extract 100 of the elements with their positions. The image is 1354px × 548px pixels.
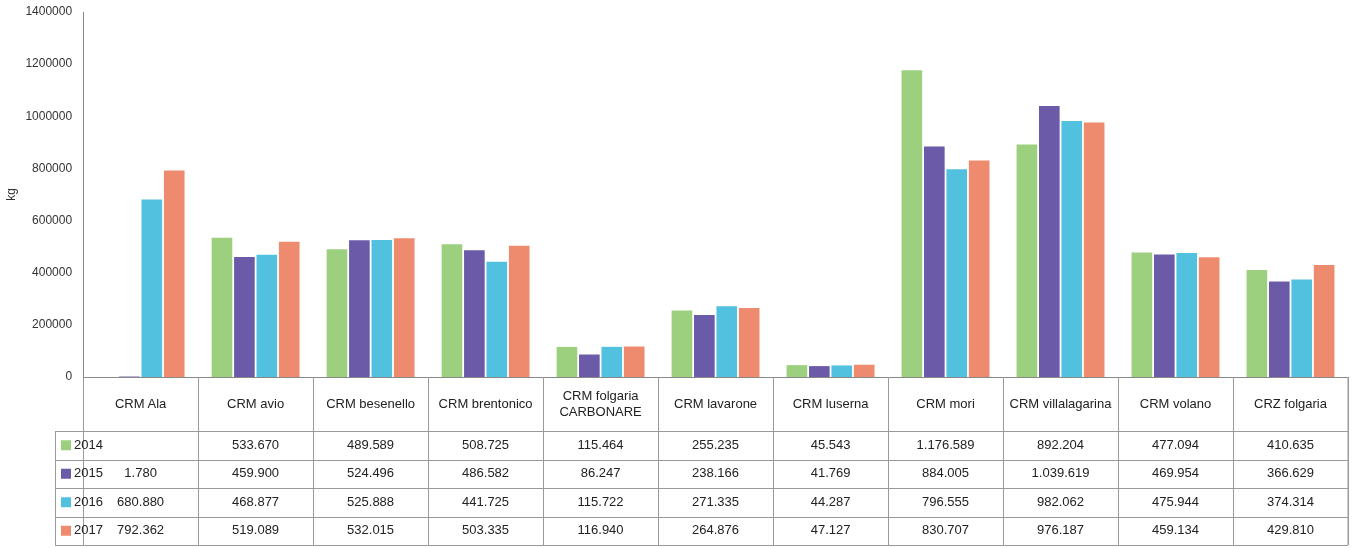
bar (163, 170, 185, 377)
bar (1176, 252, 1198, 377)
bar (211, 237, 233, 377)
data-label: 503.335 (462, 522, 510, 538)
y-axis-title: kg (3, 188, 18, 201)
data-label: 459.134 (1152, 522, 1200, 538)
bar (579, 354, 600, 377)
data-label: 830.707 (922, 522, 970, 538)
data-label: 489.589 (347, 436, 395, 452)
data-label: 366.629 (1267, 465, 1315, 481)
bar (1291, 279, 1313, 377)
bar (464, 250, 485, 377)
bar (901, 70, 923, 377)
bar (831, 365, 853, 377)
bar (371, 239, 393, 377)
bar (853, 364, 875, 377)
bar (946, 169, 968, 377)
data-label: 115.464 (577, 436, 624, 452)
bar (786, 365, 808, 377)
data-label: 374.314 (1267, 493, 1315, 509)
y-tick-label: 800000 (32, 160, 73, 175)
data-label: 477.094 (1152, 436, 1200, 452)
bar (1268, 281, 1290, 377)
bar (441, 244, 463, 377)
bar (556, 346, 578, 377)
bar (1083, 122, 1105, 377)
data-label: 441.725 (462, 493, 510, 509)
bar (1153, 254, 1175, 377)
data-label: 1.176.589 (916, 436, 975, 452)
bar (671, 310, 693, 377)
data-label: 475.944 (1152, 493, 1200, 509)
bar (393, 238, 415, 377)
x-tick-label: CRM luserna (792, 395, 870, 411)
x-tick-label: CRZ folgaria (1254, 395, 1328, 411)
bar (809, 366, 830, 377)
data-label: 525.888 (347, 493, 395, 509)
x-tick-label: CRM lavarone (674, 395, 758, 411)
data-label: 41.769 (810, 465, 851, 481)
data-label: 469.954 (1152, 465, 1200, 481)
y-tick-label: 400000 (32, 265, 73, 280)
bar (1131, 252, 1153, 377)
data-label: 116.940 (577, 522, 624, 538)
data-label: 1.780 (124, 465, 157, 481)
data-label: 410.635 (1267, 436, 1315, 452)
x-tick-label: CRM mori (916, 395, 975, 411)
bar (1313, 264, 1335, 377)
data-label: 976.187 (1037, 522, 1085, 538)
bar (1016, 144, 1038, 377)
data-label: 792.362 (117, 522, 165, 538)
bar (716, 306, 738, 377)
data-label: 486.582 (462, 465, 510, 481)
data-label: 532.015 (347, 522, 395, 538)
data-label: 44.287 (810, 493, 851, 509)
bar (1039, 105, 1060, 377)
bar (234, 257, 255, 377)
bar (738, 307, 760, 377)
data-label: 264.876 (692, 522, 740, 538)
bar (601, 346, 623, 377)
data-label: 468.877 (232, 493, 280, 509)
data-label: 884.005 (922, 465, 970, 481)
x-tick-label: CRM avio (227, 395, 285, 411)
data-label: 255.235 (692, 436, 740, 452)
bar (623, 346, 645, 377)
data-label: 680.880 (117, 493, 165, 509)
data-label: 429.810 (1267, 522, 1315, 538)
x-tick-label: CRM besenello (326, 395, 416, 411)
legend-label: 2016 (74, 493, 103, 509)
data-label: 508.725 (462, 436, 510, 452)
bar (278, 241, 300, 377)
data-label: 524.496 (347, 465, 395, 481)
bar (968, 160, 990, 377)
data-label: 982.062 (1037, 493, 1085, 509)
x-tick-label: CRM volano (1139, 395, 1212, 411)
x-tick-label: CRM folgaria CARBONARE (559, 387, 643, 419)
data-label: 271.335 (692, 493, 740, 509)
data-label: 796.555 (922, 493, 970, 509)
data-label: 45.543 (810, 436, 851, 452)
data-label: 115.722 (577, 493, 624, 509)
y-tick-label: 1000000 (25, 108, 73, 123)
data-label: 459.900 (232, 465, 280, 481)
bar (1246, 269, 1268, 377)
y-tick-label: 600000 (32, 212, 73, 227)
legend-label: 2017 (74, 522, 103, 538)
data-label: 86.247 (580, 465, 621, 481)
data-label: 238.166 (692, 465, 740, 481)
bar (141, 199, 163, 377)
legend-label: 2014 (74, 436, 103, 452)
bar (326, 249, 348, 377)
bar (694, 314, 715, 377)
bar (486, 261, 508, 377)
bar (508, 245, 530, 377)
x-tick-label: CRM Ala (114, 395, 168, 411)
bar (1198, 257, 1220, 377)
y-tick-label: 200000 (32, 317, 73, 332)
y-tick-label: 1400000 (25, 4, 73, 19)
bar (1061, 120, 1083, 377)
x-tick-label: CRM brentonico (438, 395, 533, 411)
bar (924, 146, 945, 377)
data-label: 47.127 (810, 522, 851, 538)
bar (349, 240, 370, 377)
